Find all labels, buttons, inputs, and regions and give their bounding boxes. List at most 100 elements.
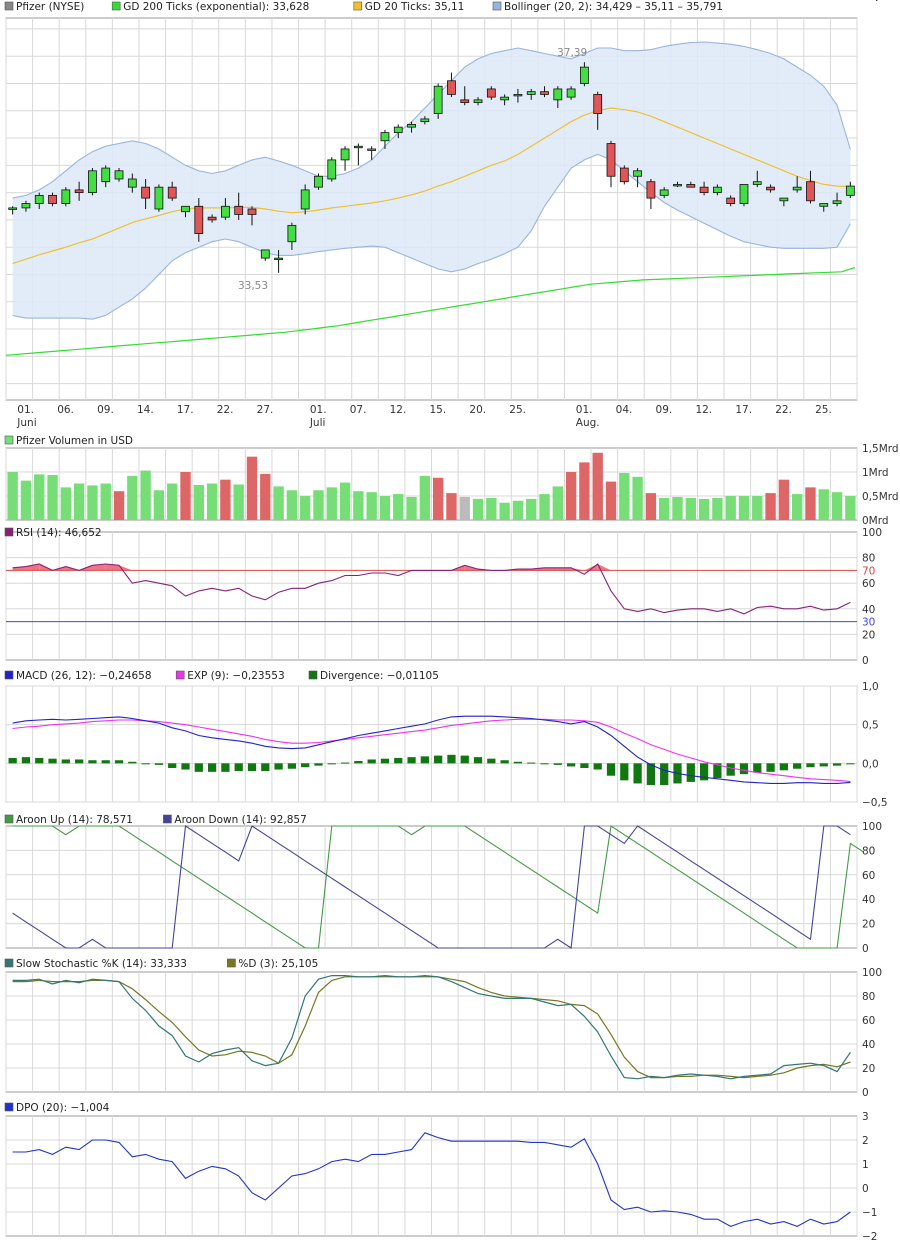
candle-body <box>181 205 190 213</box>
x-tick-label: 01. <box>17 404 34 416</box>
volume-bar <box>605 481 617 520</box>
divergence-bar <box>713 763 722 779</box>
volume-bar <box>313 490 324 520</box>
legend-label: EXP (9): −0,23553 <box>187 670 284 682</box>
candle-body <box>553 88 563 101</box>
legend-swatch <box>111 1 121 11</box>
volume-bar <box>180 472 191 520</box>
volume-bar <box>34 474 45 520</box>
x-tick-label: 09. <box>97 404 114 416</box>
volume-bar <box>698 498 710 520</box>
x-tick-label: 01. <box>576 404 593 416</box>
legend-label: Bollinger (20, 2): 34,429 – 35,11 – 35,7… <box>504 1 723 13</box>
divergence-bar <box>234 763 243 772</box>
candle-body <box>606 143 616 177</box>
volume-bar <box>486 497 497 520</box>
y-tick-label: 33,5 <box>862 0 885 3</box>
divergence-bar <box>660 763 669 785</box>
legend-swatch <box>308 670 318 680</box>
macd-exp-line <box>12 718 851 783</box>
candle-body <box>526 91 536 95</box>
y-tick-label: 60 <box>862 578 875 590</box>
macd-line <box>12 715 851 784</box>
legend-label: Divergence: −0,01105 <box>320 670 439 682</box>
legend-label: GD 20 Ticks: 35,11 <box>365 1 465 13</box>
price-annotation: 37,39 <box>557 47 587 59</box>
volume-bar <box>140 470 151 520</box>
candle-body <box>88 170 97 194</box>
y-tick-label: 0 <box>862 1087 869 1099</box>
divergence-bar <box>606 763 616 776</box>
y-tick-label: −1 <box>862 1207 877 1219</box>
divergence-bar <box>540 763 549 765</box>
volume-bar <box>286 490 298 520</box>
divergence-bar <box>101 760 110 764</box>
divergence-bar <box>194 763 203 772</box>
divergence-bar <box>221 763 230 772</box>
volume-bar <box>153 490 165 520</box>
candle-body <box>433 85 443 114</box>
legend-swatch <box>4 435 14 445</box>
x-tick-label: 12. <box>390 404 407 416</box>
divergence-bar <box>261 763 270 772</box>
divergence-bar <box>846 763 855 765</box>
y-tick-label: 1,5Mrd <box>862 443 899 455</box>
volume-bar <box>645 493 657 520</box>
divergence-bar <box>168 763 177 768</box>
legend-swatch <box>4 1 14 11</box>
divergence-bar <box>753 763 762 773</box>
volume-bar <box>406 496 417 520</box>
x-tick-label: 27. <box>257 404 274 416</box>
y-tick-label: 32,0 <box>862 0 885 3</box>
y-tick-label: 34,5 <box>862 0 885 3</box>
candle-body <box>327 159 337 180</box>
volume-bar <box>592 452 603 520</box>
candle-body <box>141 186 151 199</box>
candle-body <box>340 148 350 161</box>
x-month-label: Aug. <box>576 417 600 429</box>
candle-body <box>393 126 403 134</box>
volume-bar <box>499 502 510 520</box>
candle-body <box>407 124 416 128</box>
divergence-bar <box>766 763 775 772</box>
divergence-bar <box>420 756 429 764</box>
volume-bar <box>73 483 85 520</box>
x-tick-label: 07. <box>350 404 367 416</box>
y-tick-label: 20 <box>862 1063 875 1075</box>
x-tick-label: 01. <box>310 404 327 416</box>
candle-body <box>194 205 204 234</box>
y-tick-label: 0,5 <box>862 720 879 732</box>
y-tick-label: 37,0 <box>862 0 885 3</box>
legend-label: Aroon Down (14): 92,857 <box>174 814 306 826</box>
x-tick-label: 04. <box>616 404 633 416</box>
legend-label: Aroon Up (14): 78,571 <box>16 814 133 826</box>
volume-bar <box>100 483 111 520</box>
divergence-bar <box>686 763 695 782</box>
volume-bar <box>526 498 537 520</box>
legend-label: Pfizer (NYSE) <box>16 1 84 13</box>
volume-bar <box>260 473 271 520</box>
y-tick-label: 2 <box>862 1135 869 1147</box>
volume-bar <box>7 472 18 520</box>
candle-body <box>779 197 789 202</box>
candle-body <box>659 189 669 196</box>
volume-bar <box>432 477 444 520</box>
volume-bar <box>299 496 311 520</box>
candle-body <box>300 189 310 210</box>
candle-body <box>260 249 270 259</box>
divergence-bar <box>726 763 735 776</box>
volume-bar <box>619 472 630 520</box>
y-tick-label: −2 <box>862 1231 877 1243</box>
x-tick-label: 22. <box>775 404 792 416</box>
legend-label: Slow Stochastic %K (14): 33,333 <box>16 958 187 970</box>
rsi-level-label: 30 <box>862 617 875 629</box>
divergence-bar <box>434 755 443 764</box>
volume-bar <box>778 479 790 520</box>
divergence-bar <box>354 761 363 764</box>
x-tick-label: 14. <box>137 404 154 416</box>
volume-bar <box>459 496 470 520</box>
legend-swatch <box>4 814 14 824</box>
y-tick-label: 33,0 <box>862 0 885 3</box>
candle-body <box>473 99 483 103</box>
